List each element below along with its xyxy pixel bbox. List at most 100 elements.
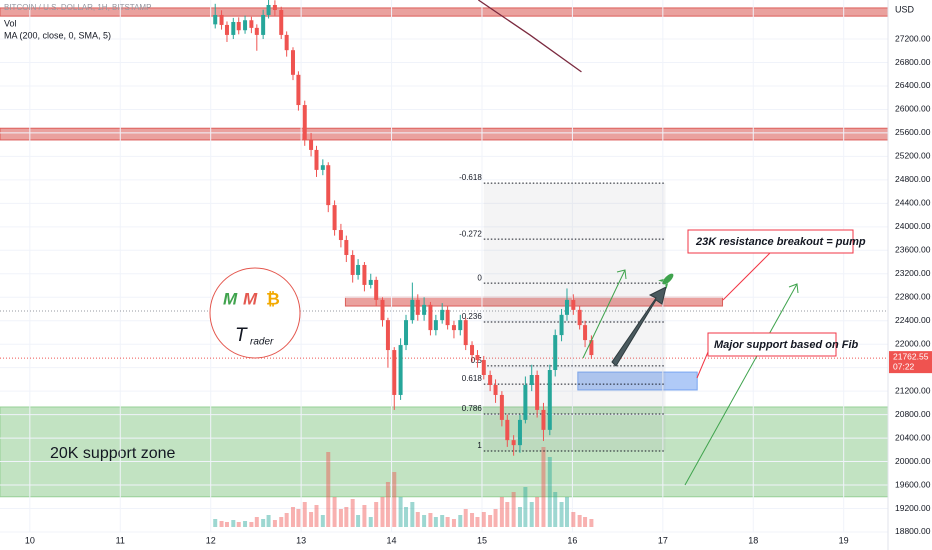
x-tick-label: 17 [658,535,668,545]
volume-bar [433,517,438,527]
candle-body [475,355,480,361]
volume-bar [279,517,284,527]
volume-bar [511,492,516,527]
callout-box [687,229,854,254]
y-tick-label: 22800.00 [895,291,931,301]
volume-bar [475,517,480,527]
currency: USD [895,4,915,14]
candle-body [279,9,284,35]
volume-bar [541,447,546,527]
y-tick-label: 26800.00 [895,57,931,67]
candle-body [219,14,224,25]
y-tick-label: 23200.00 [895,268,931,278]
candle-body [290,50,295,75]
candle-body [368,279,373,285]
volume-bar [380,497,385,527]
candle-body [272,4,277,10]
volume-bar [296,509,301,527]
candle-body [385,320,390,351]
y-tick-label: 26400.00 [895,80,931,90]
volume-bar [404,507,409,527]
fib-label: 0.786 [462,404,483,413]
candle-body [571,299,576,310]
volume-bar [356,515,361,527]
big-arrow [611,286,667,367]
x-tick-label: 14 [387,535,397,545]
candle-body [517,419,522,446]
candle-body [224,24,229,35]
candle-body [296,74,301,106]
x-tick-label: 19 [839,535,849,545]
volume-bar [488,515,493,527]
candle-body [350,254,355,275]
volume-bar [332,497,337,527]
fib-area [483,183,666,451]
candle-body [505,419,510,441]
volume-bar [589,519,594,527]
volume-bar [236,522,241,527]
candle-body [392,350,397,395]
fib-label: -0.618 [459,173,482,182]
candle-body [314,149,319,170]
candle-body [488,375,493,385]
volume-bar [440,515,445,527]
arrow [684,283,798,486]
y-tick-label: 27200.00 [895,33,931,43]
candle-body [499,394,504,420]
fibonacci: -0.618 -0.272 0 0.236 0.5 0.618 0.786 1 [459,173,666,452]
volume-bar [213,519,218,527]
fib-label: 1 [477,441,482,450]
logo-letter: M [223,289,238,308]
arrow [582,269,626,359]
y-tick-label: 19200.00 [895,503,931,513]
volume-bar [470,513,475,527]
volume-bar [392,472,397,527]
countdown: 07:22 [893,361,915,371]
candle-body [243,20,248,31]
volume-bar [529,502,534,527]
zones: 20K support zone [0,7,889,498]
volume-bar [577,515,582,527]
logo: M M ₿ T rader [209,267,301,359]
candle-body [380,299,385,321]
volume-bar [320,515,325,527]
candle-body [583,325,588,341]
candle-body [213,14,218,25]
candle-body [231,22,236,35]
logo-letter: M [243,289,258,308]
volume-bar [410,502,415,527]
candle-body [410,299,415,321]
logo-text: rader [250,337,274,348]
annotation: Major support based on Fib [714,339,859,351]
candle-body [254,27,259,35]
annotation: 23K resistance breakout = pump [695,236,866,248]
fib-label: -0.272 [459,229,482,238]
volume-bar [338,509,343,527]
candle-body [523,384,528,420]
candle-body [577,309,582,326]
vol-label: Vol [4,18,17,28]
arrow-head [788,283,799,294]
candle-body [261,14,266,35]
volume-bar [302,502,307,527]
candle-body [445,309,450,326]
volume-bar [583,517,588,527]
volume-bar [458,515,463,527]
candle-body [266,4,271,15]
volume-bar [284,513,289,527]
volume-bar [224,522,229,527]
x-tick-label: 10 [25,535,35,545]
arrows [582,252,799,486]
y-tick-label: 23600.00 [895,245,931,255]
volume-bar [559,502,564,527]
fib-label: 0.5 [471,356,483,365]
callout-tail [696,351,709,379]
last-price-tag [889,351,932,374]
arrow-head [616,269,627,280]
candle-body [463,320,468,346]
grid [0,0,888,533]
volume-bar [290,507,295,527]
candle-body [559,314,564,336]
candle-body [553,335,558,371]
volume-bar [493,509,498,527]
